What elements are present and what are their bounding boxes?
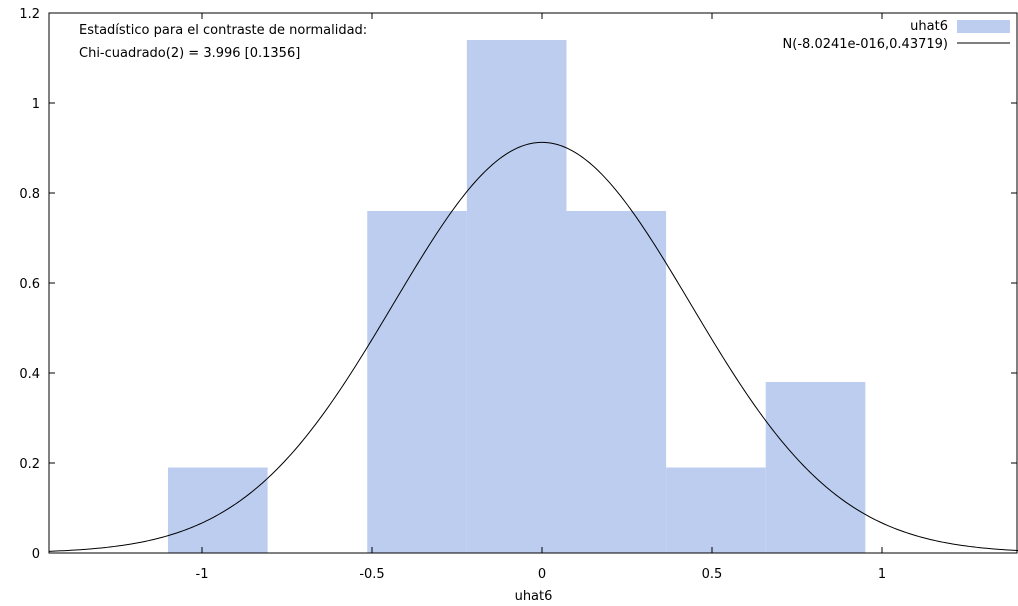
y-tick-label: 1.2 xyxy=(19,7,40,22)
y-tick-label: 0 xyxy=(32,547,40,562)
legend: uhat6 N(-8.0241e-016,0.43719) xyxy=(783,19,1010,52)
axis-ticks xyxy=(49,12,1017,554)
x-tick-label: 1 xyxy=(878,567,886,582)
x-tick-label: 0 xyxy=(538,567,546,582)
chi-square-statistic: Chi-cuadrado(2) = 3.996 [0.1356] xyxy=(79,46,300,61)
x-tick-label: 0.5 xyxy=(702,567,723,582)
x-axis-title: uhat6 xyxy=(515,589,553,604)
y-tick-label: 0.8 xyxy=(19,187,40,202)
histogram-bars xyxy=(168,40,866,553)
normal-density-curve xyxy=(48,141,1018,552)
y-tick-label: 0.4 xyxy=(19,367,40,382)
normality-test-label: Estadístico para el contraste de normali… xyxy=(79,23,367,38)
histogram-bar xyxy=(666,467,766,553)
x-tick-label: -0.5 xyxy=(359,567,384,582)
y-tick-label: 1 xyxy=(32,97,40,112)
y-axis-tick-labels: 0 0.2 0.4 0.6 0.8 1 1.2 xyxy=(19,7,40,562)
histogram-bar xyxy=(367,211,467,553)
legend-label-normal: N(-8.0241e-016,0.43719) xyxy=(783,37,948,52)
y-tick-label: 0.6 xyxy=(19,277,40,292)
histogram-bar xyxy=(466,40,567,553)
y-tick-label: 0.2 xyxy=(19,457,40,472)
histogram-bar xyxy=(765,382,866,553)
legend-swatch-histogram xyxy=(957,20,1010,33)
histogram-bar xyxy=(566,211,667,553)
legend-label-histogram: uhat6 xyxy=(910,19,948,34)
x-axis-tick-labels: -1 -0.5 0 0.5 1 xyxy=(196,567,887,582)
x-tick-label: -1 xyxy=(196,567,209,582)
histogram-bar xyxy=(168,467,268,553)
